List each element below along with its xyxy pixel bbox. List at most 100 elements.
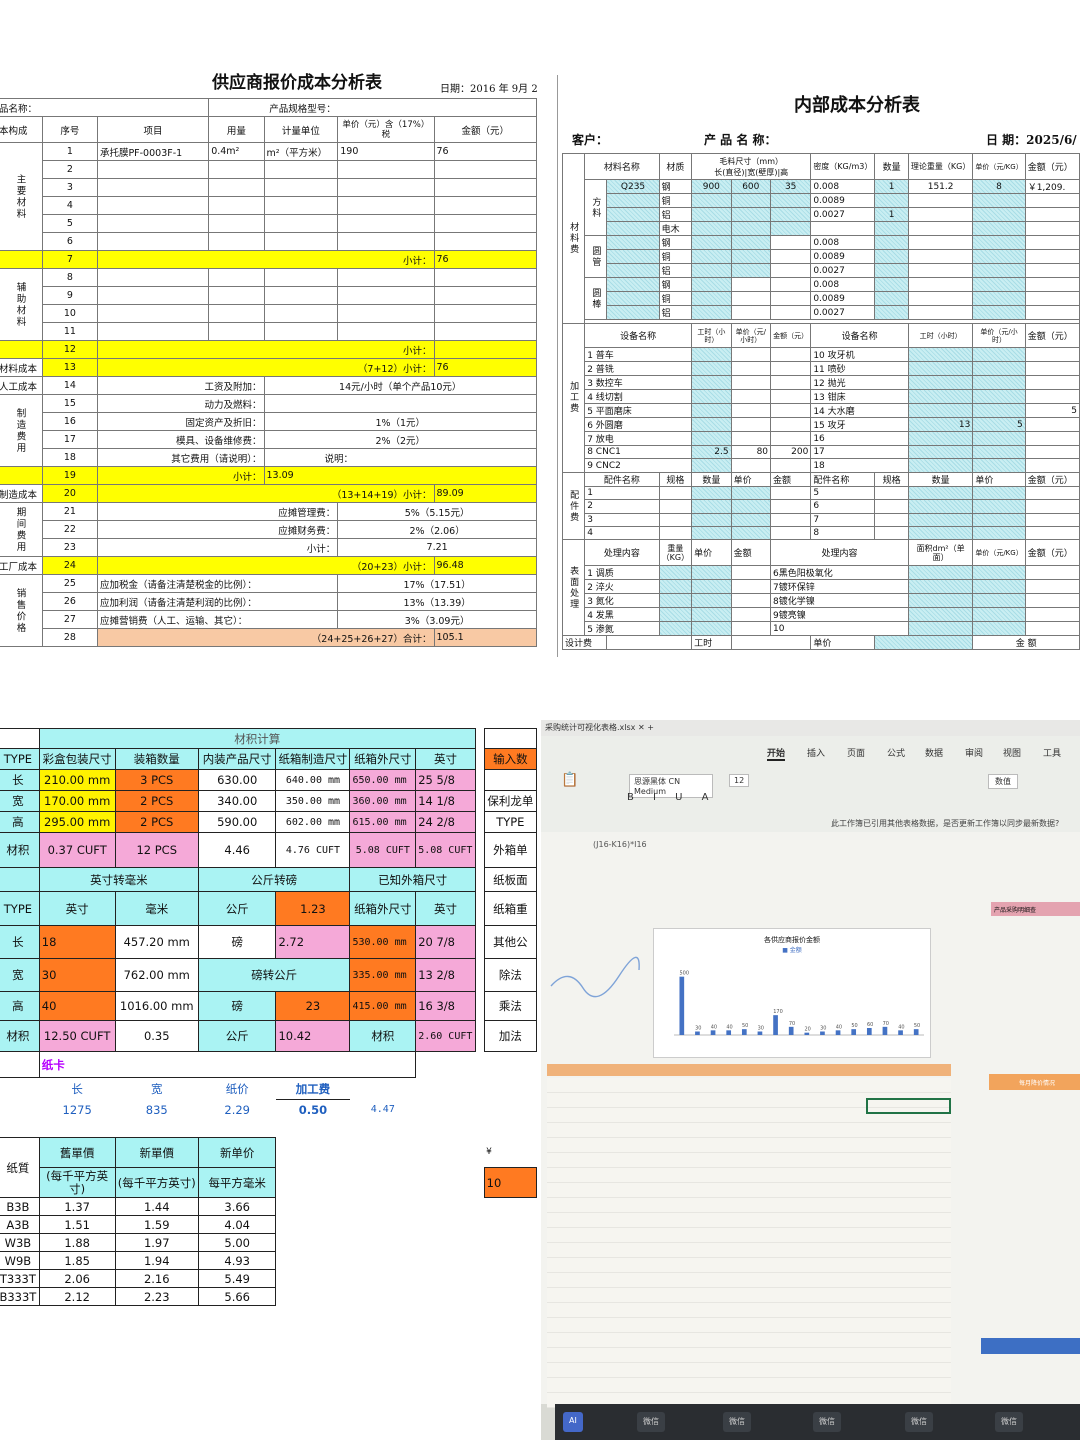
add-tab-icon[interactable]: + [647,723,654,732]
font-size-select[interactable]: 12 [729,774,750,787]
col-header: 英寸 [38,891,116,926]
item-cell: 模具、设备维修费： [96,430,265,449]
item-cell: 固定资产及折旧： [96,412,265,431]
outer-input[interactable]: 335.00 mm [349,958,417,992]
side-label: 输入数 [483,748,538,770]
app-icon[interactable]: AI [563,1412,583,1432]
chart-legend: ■ 金额 [782,947,802,954]
inch-input[interactable]: 40 [38,991,116,1021]
inch: 14 1/8 [415,790,476,812]
material: 铜 [658,193,693,208]
bar-label: 50 [742,1023,748,1029]
height[interactable]: 35 [770,179,812,194]
card-price[interactable]: 2.29 [224,1102,250,1117]
item-cell[interactable]: 承托膜PF-0003F-1 [96,142,210,161]
length[interactable]: 900 [691,179,732,194]
col-header: 毫米 [114,891,199,926]
chart-bar [679,976,685,1035]
taskbar-item[interactable]: 微信 [995,1412,1023,1432]
close-icon[interactable]: ✕ [637,723,645,732]
row-num: 8 [41,268,98,287]
mfg-size: 602.00 mm [275,811,351,833]
section-label: 制造费用 [0,394,43,467]
tap-hours[interactable]: 13 [907,417,974,432]
menu-view[interactable]: 视图 [1003,749,1022,759]
side-label: 加工费 [561,323,586,473]
data-rows[interactable] [547,1078,951,1408]
width[interactable]: 600 [730,179,772,194]
section-label: 辅助材料 [0,268,43,341]
pack-qty[interactable]: 2 PCS [114,790,199,812]
col-header: 设备名称 [584,323,693,348]
chart-panel[interactable]: 各供应商报价金额 ■ 金额 500 30 40 40 50 30 170 70 20 30 40 50… [653,928,931,1058]
cnc1-hours[interactable]: 2.5 [691,444,732,460]
section-label: 材料成本 [0,358,43,377]
qty-cell[interactable]: 0.4m² [208,142,265,161]
pack-qty[interactable]: 2 PCS [114,811,199,833]
side-label: 配件费 [561,471,586,541]
card-fee[interactable]: 0.50 [298,1102,328,1117]
equipment: CNC1 [595,447,621,458]
section-label: 销售价格 [0,574,43,647]
unit-label: 磅 [197,991,277,1021]
inch-input[interactable]: 18 [38,925,116,959]
menu-insert[interactable]: 插入 [807,749,826,759]
sheet-grid[interactable]: (J16-K16)*I16 各供应商报价金额 ■ 金额 500 30 40 40 50 3… [541,832,1080,1408]
font-select[interactable]: 思源黑体 CN Medium [629,774,713,798]
volume-table: 材积计算 TYPE 彩盒包装尺寸 装箱数量 内装产品尺寸 纸箱制造尺寸 纸箱外尺… [0,728,538,1306]
chart-bar [741,1029,747,1035]
chart-button[interactable] [981,1338,1080,1354]
card-width[interactable]: 835 [145,1102,168,1117]
taskbar-item[interactable]: 微信 [905,1412,933,1432]
unit-price: 5.66 [197,1287,277,1306]
taskbar-item[interactable]: 微信 [723,1412,751,1432]
box-size[interactable]: 295.00 mm [38,811,116,833]
box-size[interactable]: 170.00 mm [38,790,116,812]
unit-price[interactable]: 8 [972,179,1026,194]
card-length[interactable]: 1275 [62,1102,92,1117]
amount-cell[interactable]: 76 [433,142,538,161]
menu-page[interactable]: 页面 [847,749,866,759]
outer-input[interactable]: 530.00 mm [349,925,417,959]
outer-size: 360.00 mm [349,790,417,812]
menu-home[interactable]: 开始 [767,746,786,761]
menu-formula[interactable]: 公式 [887,749,906,759]
outer-input[interactable]: 415.00 mm [349,991,417,1021]
col-header: 英寸 [415,891,476,926]
new-price: 2.16 [114,1269,199,1288]
value-cell: 1%（1元） [263,412,537,431]
taskbar-item[interactable]: 微信 [813,1412,841,1432]
col-header: 材质 [658,153,693,180]
number-format-select[interactable]: 数值 [988,774,1018,789]
kg-input[interactable]: 1.23 [275,891,351,926]
unit-cell[interactable]: m²（平方米） [263,142,339,161]
side-label: 表面处理 [561,539,586,637]
paste-icon[interactable]: 📋 [561,772,579,788]
menu-tools[interactable]: 工具 [1043,749,1062,759]
bar-label: 30 [820,1026,826,1032]
file-tab[interactable]: 采购统计可视化表格.xlsx ✕ + [541,720,1080,736]
format-toolbar[interactable]: B I U A [627,792,717,803]
product-label: 产 品 名 称： [704,133,777,147]
lb-input[interactable]: 23 [275,991,351,1021]
side-input[interactable]: 10 [483,1167,538,1198]
menu-data[interactable]: 数据 [925,749,944,759]
subtotal-label: （13+14+19）小计： [96,484,435,503]
quantity[interactable]: 1 [874,179,909,194]
col-header: 金额（元） [1024,539,1080,567]
formula-bar[interactable]: (J16-K16)*I16 [593,840,647,849]
monthly-button[interactable]: 每月降价情况 [989,1074,1080,1090]
group-label: 圆棒 [584,277,608,320]
taskbar-item[interactable]: 微信 [637,1412,665,1432]
mm-value: 762.00 mm [114,958,199,992]
col-header: 单价（元/小时） [972,323,1026,348]
box-size[interactable]: 210.00 mm [38,769,116,791]
selected-cell[interactable] [866,1098,951,1114]
menu-review[interactable]: 审阅 [965,749,984,759]
price-cell[interactable]: 190 [337,142,435,161]
inch-input[interactable]: 30 [38,958,116,992]
volume-calc-sheet: 材积计算 TYPE 彩盒包装尺寸 装箱数量 内装产品尺寸 纸箱制造尺寸 纸箱外尺… [0,722,541,1312]
tap-price[interactable]: 5 [972,417,1026,432]
pack-qty[interactable]: 3 PCS [114,769,199,791]
material-name[interactable]: Q235 [606,179,660,194]
